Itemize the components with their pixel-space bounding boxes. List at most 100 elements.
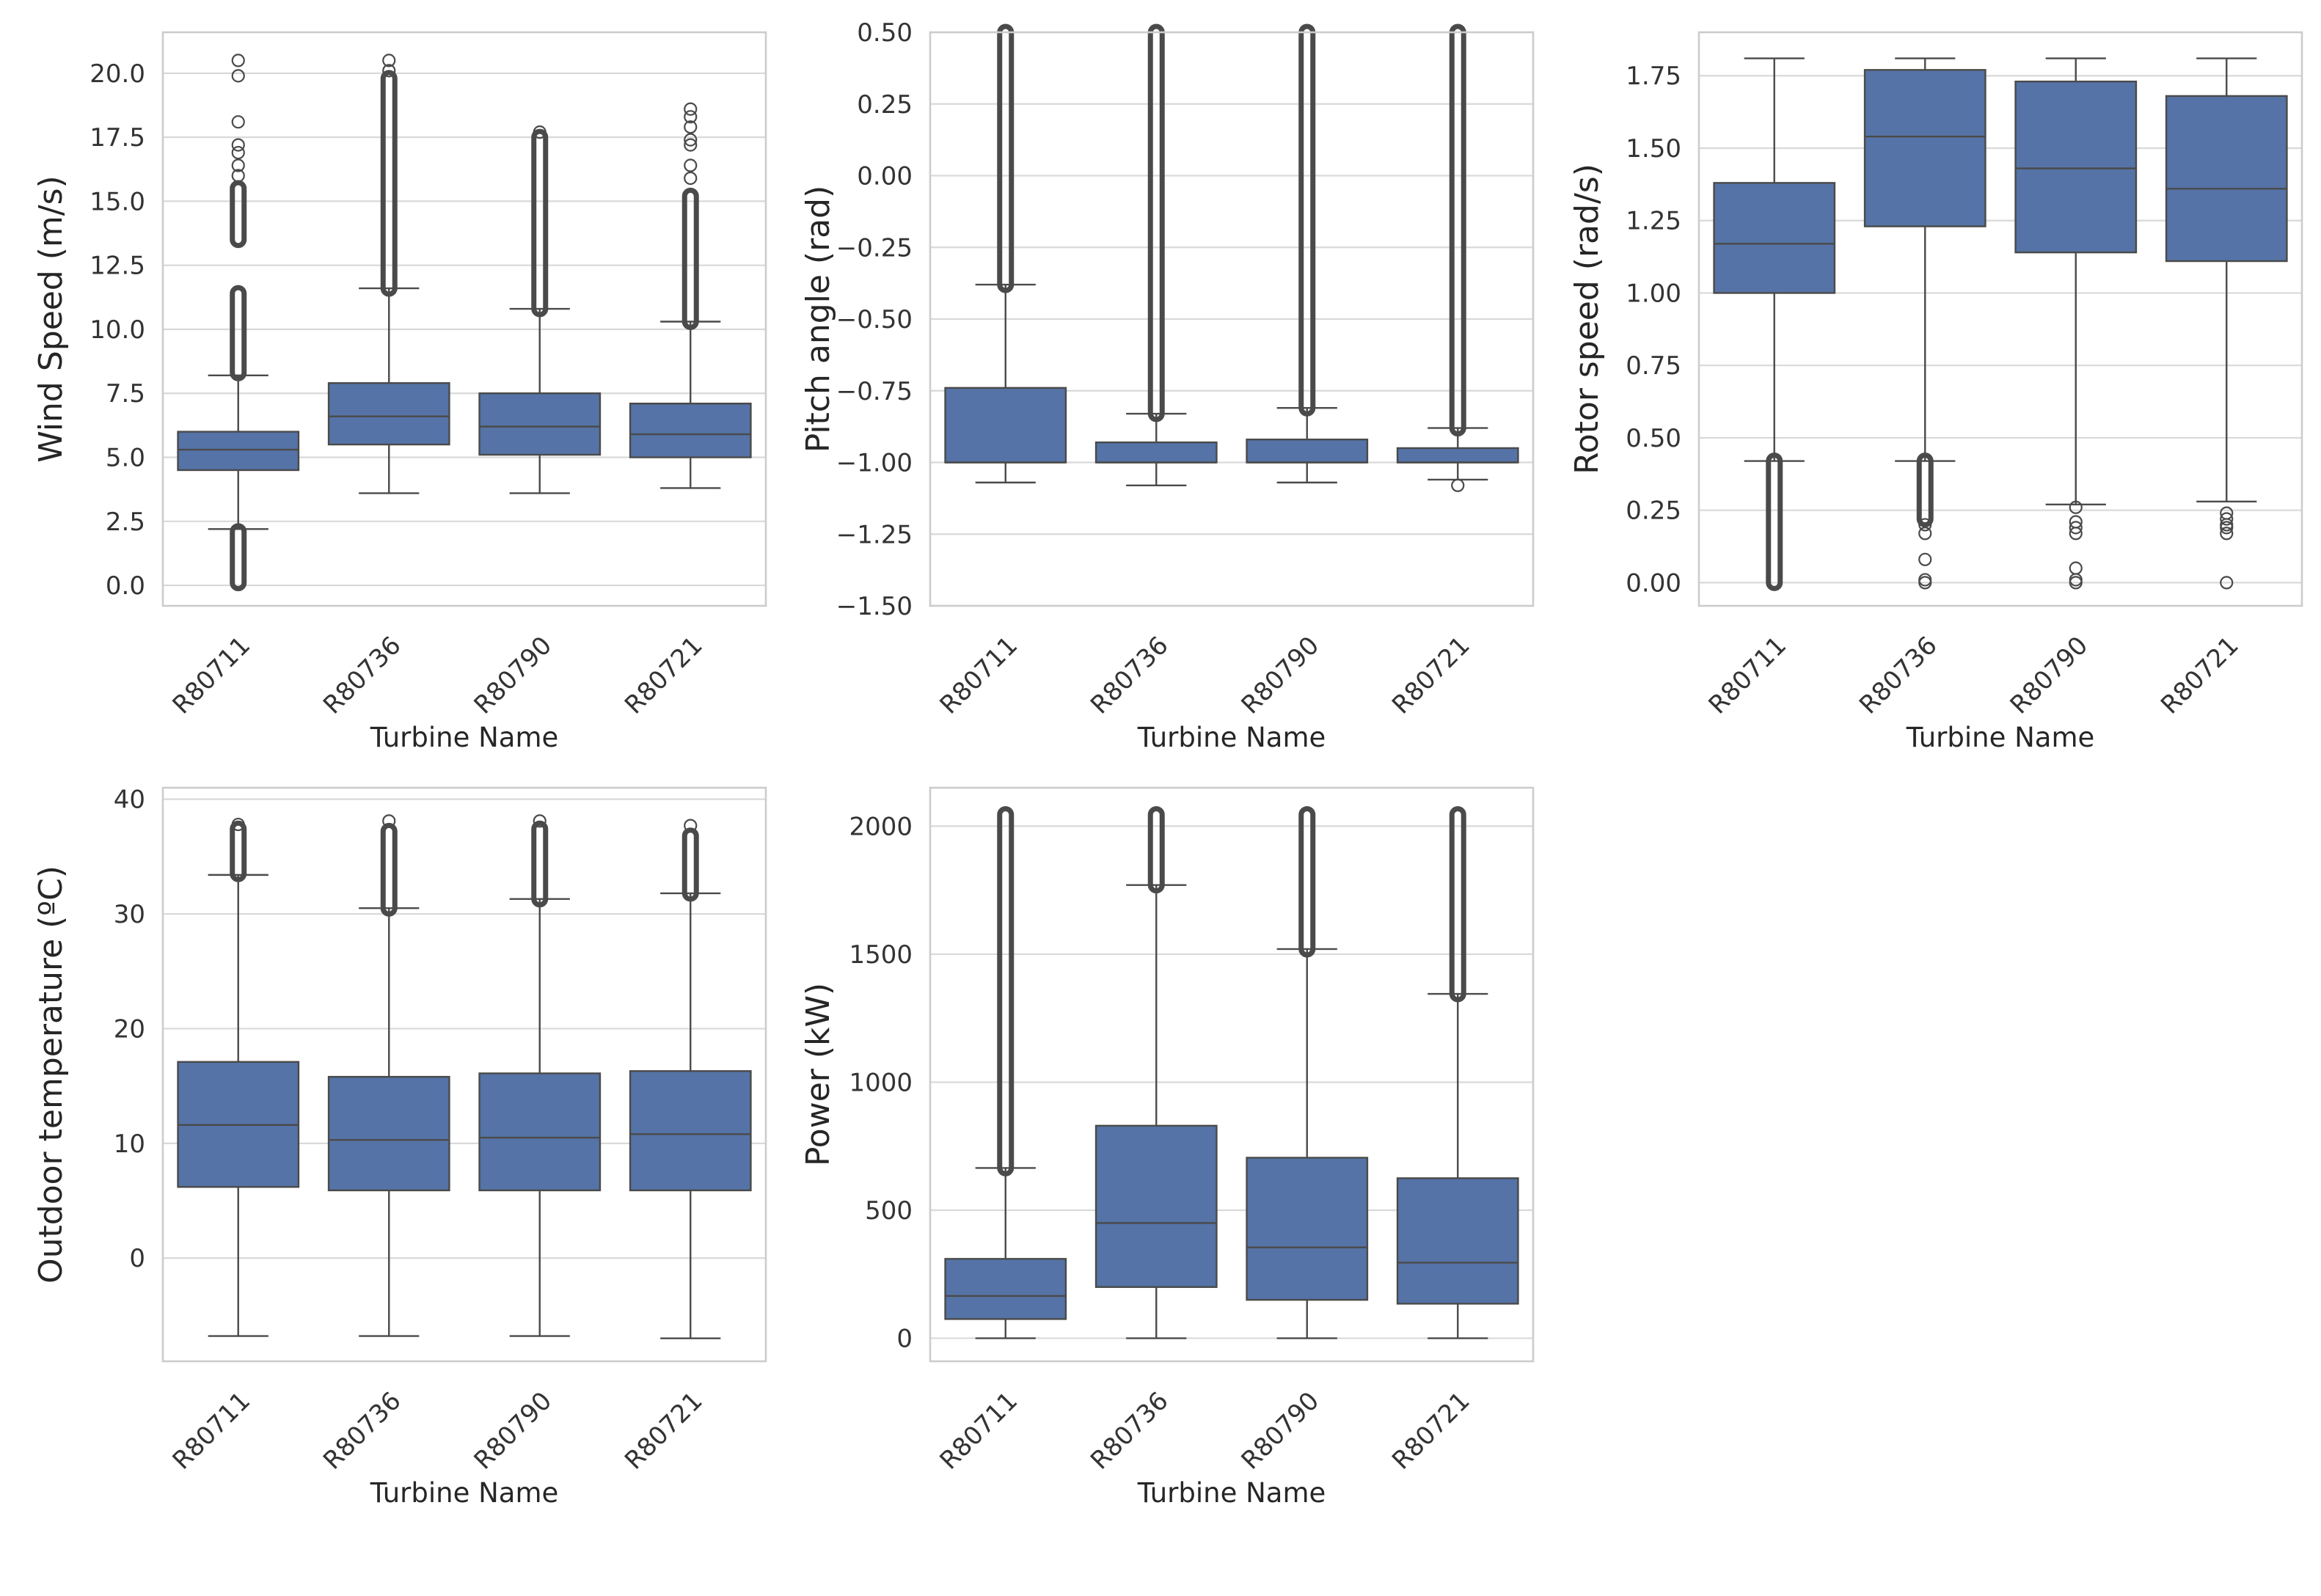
xtick-label: R80711 <box>935 1386 1023 1475</box>
box-R80711 <box>177 54 300 592</box>
ytick-label: 1.75 <box>1626 62 1681 91</box>
outlier-band <box>681 187 699 330</box>
xtick-label: R80711 <box>167 1386 256 1475</box>
ytick-label: 7.5 <box>106 379 145 409</box>
xtick-label: R80790 <box>2005 631 2094 720</box>
outlier-point <box>2069 561 2083 575</box>
ytick-label: 1.00 <box>1626 279 1681 308</box>
outlier-point <box>684 138 698 152</box>
outlier-point <box>1918 573 1932 587</box>
outlier-band <box>1147 806 1165 894</box>
ytick-label: 17.5 <box>89 123 145 153</box>
xtick-label: R80736 <box>1085 631 1174 720</box>
chart-panel-4: 0 10 20 30 40 R80711 R80736 R80790 R80721 Turbine… <box>32 786 767 1509</box>
outlier-band <box>1147 23 1165 422</box>
ytick-label: 15.0 <box>89 187 145 216</box>
plot-frame <box>161 31 767 607</box>
outlier-point <box>231 817 245 832</box>
ytick-label: −1.50 <box>836 592 913 621</box>
outlier-point <box>231 145 245 160</box>
y-axis-title: Rotor speed (rad/s) <box>1568 164 1606 475</box>
outlier-band <box>380 70 398 297</box>
box-R80721 <box>1396 23 1519 492</box>
box-iqr <box>1094 441 1218 464</box>
xtick-label: R80721 <box>2155 631 2244 720</box>
ytick-label: −1.00 <box>836 449 913 478</box>
ytick-label: 0.00 <box>857 162 913 191</box>
chart-panel-2: −1.50 −1.25 −1.00 −0.75 −0.50 −0.25 0.00 0.25 0.… <box>800 18 1535 753</box>
box-R80721 <box>629 102 752 489</box>
xtick-label: R80790 <box>1236 631 1325 720</box>
xtick-label: R80736 <box>1085 1386 1174 1475</box>
ytick-label: 1.25 <box>1626 207 1681 236</box>
outlier-band <box>1449 23 1466 437</box>
box-iqr <box>944 387 1067 464</box>
outlier-point <box>533 125 547 139</box>
xtick-label: R80790 <box>469 1386 558 1475</box>
outlier-point <box>382 814 396 828</box>
outlier-point <box>2220 576 2234 590</box>
ytick-label: 2.5 <box>106 508 145 537</box>
ytick-label: 0.0 <box>106 571 145 601</box>
ytick-label: 0.25 <box>1626 497 1681 526</box>
y-axis-title: Pitch angle (rad) <box>800 186 837 453</box>
x-axis-title: Turbine Name <box>1137 722 1326 753</box>
outlier-band <box>531 820 549 908</box>
outlier-point <box>231 54 245 67</box>
ytick-label: 0.50 <box>1626 424 1681 453</box>
ytick-label: 0 <box>129 1244 145 1273</box>
xtick-label: R80790 <box>469 631 558 720</box>
outlier-point <box>2220 527 2234 541</box>
box-iqr <box>327 1075 450 1192</box>
box-R80736 <box>327 814 450 1337</box>
xtick-label: R80736 <box>318 1386 406 1475</box>
xtick-label: R80711 <box>935 631 1023 720</box>
outlier-point <box>231 158 245 172</box>
xtick-label: R80736 <box>1854 631 1942 720</box>
outlier-point <box>231 69 245 83</box>
outlier-point <box>231 115 245 129</box>
outlier-band <box>681 827 699 902</box>
box-iqr <box>1246 1157 1369 1301</box>
outlier-band <box>230 285 247 381</box>
chart-panel-1: 0.0 2.5 5.0 7.5 10.0 12.5 15.0 17.5 20.0 R80711 R8… <box>32 31 767 753</box>
box-iqr <box>177 431 300 472</box>
ytick-label: 1.50 <box>1626 134 1681 164</box>
box-R80736 <box>327 54 450 494</box>
outlier-point <box>684 110 698 124</box>
outlier-point <box>684 102 698 116</box>
ytick-label: 20 <box>114 1014 145 1044</box>
box-iqr <box>629 1070 752 1192</box>
outlier-band <box>997 23 1015 293</box>
ytick-label: 12.5 <box>89 252 145 281</box>
x-axis-title: Turbine Name <box>370 1477 559 1509</box>
outlier-band <box>380 822 398 917</box>
box-R80790 <box>478 125 602 494</box>
ytick-label: 0.25 <box>857 90 913 120</box>
box-iqr <box>2165 95 2288 263</box>
outlier-point <box>231 169 245 183</box>
box-iqr <box>478 392 602 456</box>
box-R80711 <box>944 806 1067 1339</box>
ytick-label: 10 <box>114 1130 145 1159</box>
box-R80711 <box>177 817 300 1337</box>
ytick-label: 10.0 <box>89 315 145 345</box>
box-R80721 <box>1396 806 1519 1339</box>
outlier-band <box>997 806 1015 1176</box>
box-iqr <box>478 1072 602 1192</box>
ytick-label: 500 <box>865 1196 913 1226</box>
ytick-label: −0.50 <box>836 305 913 334</box>
outlier-point <box>1918 518 1932 532</box>
box-R80790 <box>1246 23 1369 484</box>
outlier-point <box>1451 478 1465 492</box>
ytick-label: 1000 <box>849 1068 913 1097</box>
box-R80711 <box>1713 57 1836 591</box>
box-iqr <box>1246 439 1369 464</box>
outlier-band <box>531 128 549 318</box>
xtick-label: R80721 <box>1386 631 1475 720</box>
ytick-label: −0.75 <box>836 377 913 406</box>
outlier-point <box>2069 573 2083 587</box>
outlier-point <box>2069 500 2083 514</box>
x-axis-title: Turbine Name <box>1906 722 2095 753</box>
xtick-label: R80711 <box>167 631 256 720</box>
